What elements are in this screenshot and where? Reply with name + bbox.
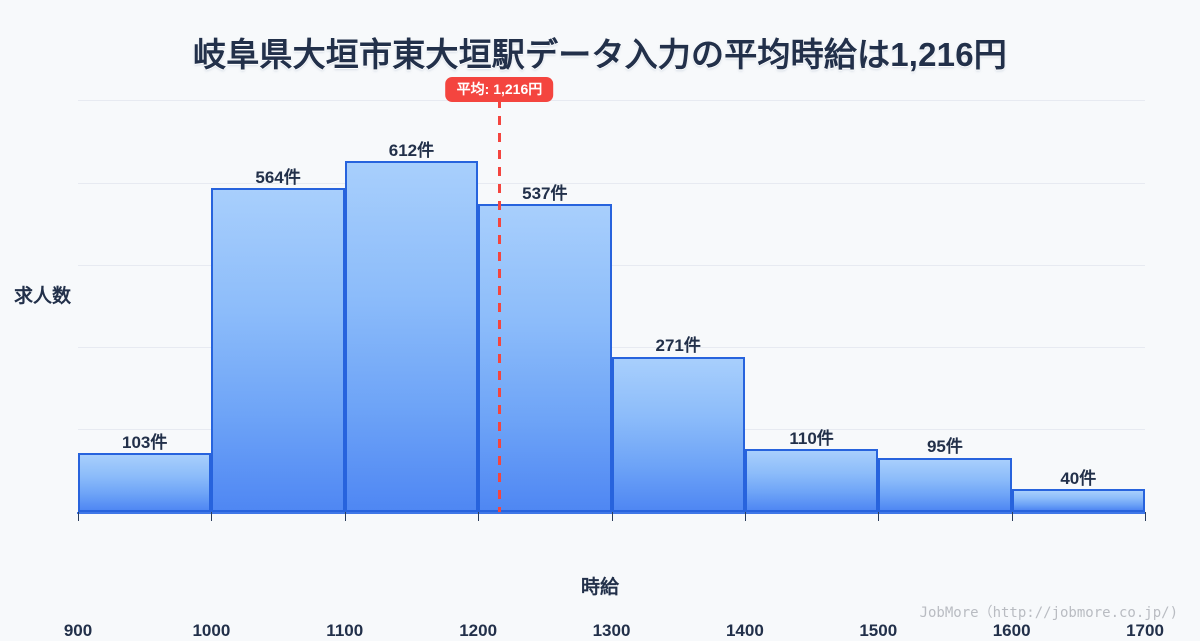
- x-axis-tick-label: 1100: [326, 621, 364, 640]
- x-axis-tick-label: 1700: [1126, 621, 1164, 640]
- watermark: JobMore（http://jobmore.co.jp/): [919, 605, 1178, 621]
- x-axis-tick-label: 1200: [459, 621, 498, 640]
- bar-value-label: 103件: [122, 432, 168, 452]
- x-axis-tick: [1145, 512, 1146, 521]
- bar-value-label: 612件: [388, 140, 435, 160]
- x-axis-tick: [878, 512, 880, 521]
- x-axis-label: 時給: [580, 577, 619, 598]
- x-axis-tick-label: 1400: [725, 621, 764, 640]
- x-axis-tick: [1011, 512, 1013, 521]
- x-axis-tick: [211, 512, 213, 521]
- bar[interactable]: [744, 448, 879, 512]
- bar-value-label: 537件: [522, 183, 568, 203]
- x-axis-tick-label: 1000: [192, 621, 231, 640]
- gridline: [78, 264, 1145, 266]
- average-badge: 平均: 1,216円: [445, 77, 554, 102]
- x-axis-tick-label: 1500: [859, 621, 898, 640]
- x-axis-tick: [478, 512, 480, 521]
- y-axis-label: 求人数: [14, 286, 72, 307]
- bar[interactable]: [344, 160, 479, 512]
- bar-value-label: 110件: [789, 428, 834, 448]
- bar[interactable]: [611, 356, 745, 512]
- bar-value-label: 564件: [255, 168, 301, 188]
- average-line: [498, 99, 502, 512]
- x-axis-tick: [344, 512, 346, 521]
- gridline: [78, 182, 1145, 184]
- bar[interactable]: [78, 452, 212, 512]
- bar[interactable]: [211, 188, 345, 512]
- plot-area: 103件 564件 612件 537件 271件 110件 95件 40件 900 1000 110…: [64, 77, 1164, 640]
- gridline: [78, 347, 1145, 349]
- x-axis-tick-label: 900: [63, 621, 93, 640]
- x-axis-tick: [78, 512, 79, 521]
- bar-value-label: 271件: [655, 336, 701, 356]
- page-title: 岐阜県大垣市東大垣駅データ入力の平均時給は1,216円: [193, 36, 1007, 73]
- bar[interactable]: [878, 457, 1012, 512]
- gridline: [78, 100, 1145, 101]
- bar-value-label: 95件: [926, 437, 963, 457]
- x-axis-tick: [611, 512, 613, 521]
- bar-value-label: 40件: [1060, 469, 1097, 489]
- x-axis-tick-label: 1600: [992, 621, 1031, 640]
- x-axis-tick-label: 1300: [592, 621, 631, 640]
- x-axis-tick: [744, 512, 746, 521]
- bar[interactable]: [1011, 489, 1145, 512]
